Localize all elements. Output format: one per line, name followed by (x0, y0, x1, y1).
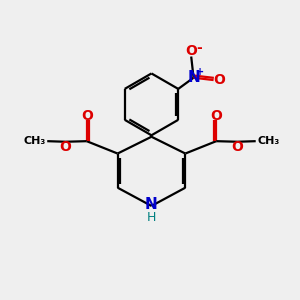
Text: O: O (210, 109, 222, 122)
Text: O: O (81, 109, 93, 122)
Text: O: O (232, 140, 243, 154)
Text: CH₃: CH₃ (257, 136, 279, 146)
Text: O: O (185, 44, 197, 58)
Text: -: - (196, 41, 202, 55)
Text: N: N (187, 70, 200, 85)
Text: H: H (147, 211, 156, 224)
Text: CH₃: CH₃ (23, 136, 46, 146)
Text: N: N (145, 197, 158, 212)
Text: O: O (213, 73, 225, 87)
Text: +: + (196, 68, 204, 77)
Text: O: O (60, 140, 71, 154)
